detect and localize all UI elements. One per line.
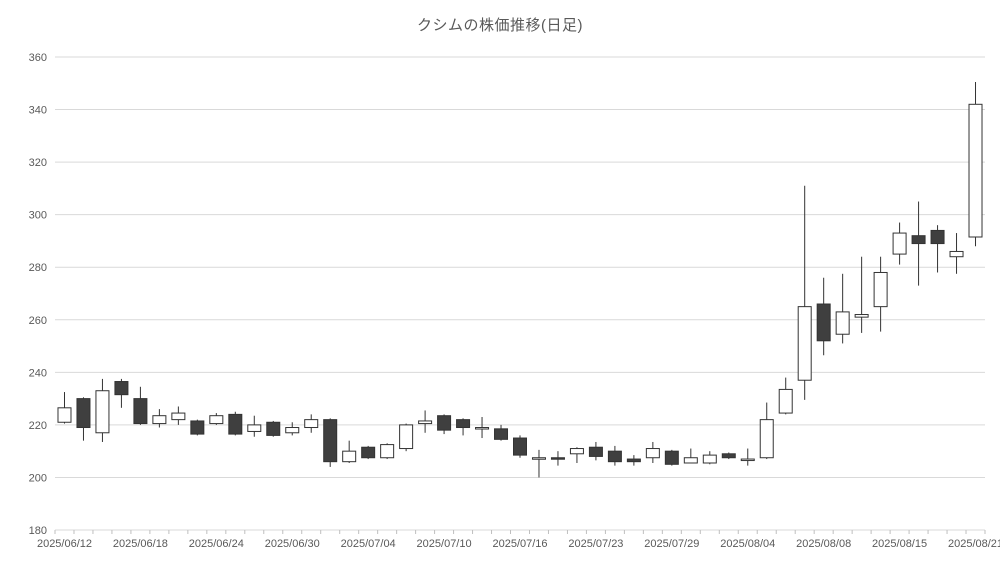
candle-up-2025/07/08: [399, 424, 414, 450]
y-axis-tick-label: 360: [29, 52, 47, 64]
candle-down-2025/06/25: [228, 413, 243, 435]
candle-up-2025/06/20: [171, 412, 186, 421]
y-axis-tick-label: 300: [29, 210, 47, 222]
candle-up-2025/06/26: [247, 424, 262, 432]
y-axis-tick-label: 260: [29, 315, 47, 327]
candle-down-2025/08/08: [816, 303, 831, 342]
candle-up-2025/06/19: [152, 415, 167, 425]
candle-up-2025/06/12: [57, 407, 72, 423]
candle-up-2025/07/28: [645, 448, 660, 459]
candle-up-2025/08/06: [778, 388, 793, 414]
y-axis-tick-label: 220: [29, 420, 47, 432]
candle-down-2025/08/01: [721, 453, 736, 459]
candle-down-2025/06/18: [133, 398, 148, 425]
x-axis-tick-label: 2025/06/30: [265, 538, 320, 550]
candle-down-2025/06/17: [114, 381, 129, 396]
x-axis-tick-label: 2025/07/10: [417, 538, 472, 550]
candle-up-2025/07/31: [702, 454, 717, 464]
candle-up-2025/07/30: [683, 457, 698, 464]
x-axis-tick-label: 2025/08/21: [948, 538, 1000, 550]
candle-up-2025/07/03: [342, 450, 357, 463]
candle-up-2025/08/04: [740, 458, 755, 462]
y-axis-tick-label: 240: [29, 367, 47, 379]
x-axis-tick-label: 2025/08/08: [796, 538, 851, 550]
candle-up-2025/08/21: [968, 103, 983, 238]
candle-up-2025/08/14: [873, 271, 888, 308]
candle-up-2025/08/12: [835, 311, 850, 335]
candle-up-2025/07/07: [380, 444, 395, 459]
candle-down-2025/07/10: [437, 415, 452, 431]
candle-up-2025/07/22: [569, 448, 584, 455]
x-axis-tick-label: 2025/06/18: [113, 538, 168, 550]
candle-down-2025/07/15: [494, 428, 509, 440]
candle-up-2025/06/16: [95, 390, 110, 434]
candle-up-2025/06/24: [209, 415, 224, 425]
y-axis-tick-label: 340: [29, 105, 47, 117]
y-axis-tick-label: 280: [29, 262, 47, 274]
candle-down-2025/06/23: [190, 420, 205, 435]
candle-up-2025/08/05: [759, 419, 774, 459]
candle-up-2025/07/09: [418, 420, 433, 425]
candle-up-2025/07/17: [531, 457, 546, 460]
y-axis-tick-label: 320: [29, 157, 47, 169]
candle-up-2025/08/07: [797, 306, 812, 381]
x-axis-tick-label: 2025/06/12: [37, 538, 92, 550]
y-axis-tick-label: 180: [29, 525, 47, 537]
candle-up-2025/07/01: [304, 419, 319, 429]
candle-down-2025/07/24: [607, 450, 622, 463]
candle-up-2025/07/14: [475, 427, 490, 430]
candle-down-2025/06/27: [266, 421, 281, 436]
x-axis-tick-label: 2025/08/15: [872, 538, 927, 550]
candle-down-2025/07/02: [323, 419, 338, 463]
candle-up-2025/08/20: [949, 250, 964, 258]
chart-title: クシムの株価推移(日足): [417, 17, 583, 34]
x-axis-tick-label: 2025/07/23: [568, 538, 623, 550]
y-axis-tick-label: 200: [29, 472, 47, 484]
candle-down-2025/07/04: [361, 446, 376, 459]
candle-down-2025/07/23: [588, 446, 603, 457]
candle-down-2025/07/29: [664, 450, 679, 465]
candle-down-2025/07/18: [550, 457, 565, 460]
candle-down-2025/08/18: [911, 235, 926, 245]
x-axis-tick-label: 2025/07/16: [492, 538, 547, 550]
candle-up-2025/06/30: [285, 427, 300, 434]
candle-up-2025/08/15: [892, 232, 907, 255]
candle-up-2025/08/13: [854, 314, 869, 318]
candle-down-2025/08/19: [930, 229, 945, 245]
candle-down-2025/07/16: [513, 437, 527, 456]
x-axis-tick-label: 2025/07/29: [644, 538, 699, 550]
candle-down-2025/06/13: [76, 398, 91, 429]
x-axis-tick-label: 2025/06/24: [189, 538, 244, 550]
x-axis-tick-label: 2025/08/04: [720, 538, 775, 550]
x-axis-tick-label: 2025/07/04: [341, 538, 396, 550]
candle-down-2025/07/25: [626, 458, 641, 463]
candle-down-2025/07/11: [456, 419, 471, 429]
